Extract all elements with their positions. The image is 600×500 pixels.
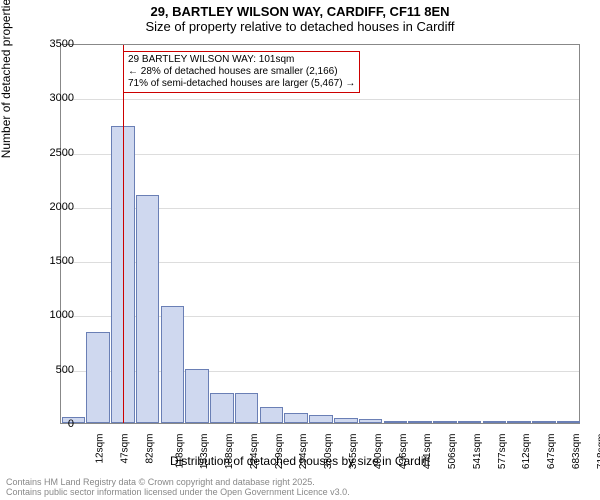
y-tick-label: 1500 — [34, 255, 74, 267]
histogram-bar — [284, 413, 308, 423]
x-tick-label: 612sqm — [521, 434, 532, 470]
histogram-bar — [161, 306, 185, 423]
histogram-bar — [557, 421, 581, 423]
annotation-line: 29 BARTLEY WILSON WAY: 101sqm — [128, 54, 355, 66]
y-tick-label: 3500 — [34, 38, 74, 50]
property-marker-line — [123, 45, 124, 423]
gridline — [61, 99, 579, 100]
x-tick-label: 153sqm — [200, 434, 211, 470]
x-tick-label: 577sqm — [497, 434, 508, 470]
annotation-line: ← 28% of detached houses are smaller (2,… — [128, 66, 355, 78]
x-tick-label: 506sqm — [447, 434, 458, 470]
x-tick-label: 118sqm — [174, 434, 185, 469]
gridline — [61, 154, 579, 155]
histogram-bar — [483, 421, 507, 423]
histogram-bar — [86, 332, 110, 423]
footer-attribution: Contains HM Land Registry data © Crown c… — [6, 478, 350, 498]
histogram-bar — [210, 393, 234, 423]
title-address: 29, BARTLEY WILSON WAY, CARDIFF, CF11 8E… — [0, 4, 600, 19]
y-axis-label: Number of detached properties — [0, 0, 13, 158]
histogram-bar — [384, 421, 408, 423]
histogram-bar — [260, 407, 284, 423]
x-tick-label: 330sqm — [323, 434, 334, 470]
x-tick-label: 718sqm — [596, 434, 600, 470]
x-tick-label: 259sqm — [274, 434, 285, 470]
x-tick-label: 471sqm — [422, 434, 433, 470]
x-tick-label: 82sqm — [144, 434, 155, 464]
x-tick-label: 188sqm — [224, 434, 235, 470]
x-tick-label: 683sqm — [571, 434, 582, 470]
histogram-bar — [507, 421, 531, 423]
histogram-bar — [458, 421, 482, 423]
x-tick-label: 294sqm — [299, 434, 310, 470]
histogram-bar — [532, 421, 556, 423]
histogram-bar — [359, 419, 383, 423]
x-tick-label: 12sqm — [95, 434, 106, 464]
plot-area: 29 BARTLEY WILSON WAY: 101sqm← 28% of de… — [60, 44, 580, 424]
y-tick-label: 1000 — [34, 309, 74, 321]
footer-line2: Contains public sector information licen… — [6, 488, 350, 498]
histogram-bar — [235, 393, 259, 423]
title-subtitle: Size of property relative to detached ho… — [0, 19, 600, 34]
x-tick-label: 436sqm — [398, 434, 409, 470]
y-tick-label: 500 — [34, 364, 74, 376]
title-block: 29, BARTLEY WILSON WAY, CARDIFF, CF11 8E… — [0, 0, 600, 34]
y-tick-label: 2500 — [34, 147, 74, 159]
histogram-bar — [136, 195, 160, 423]
x-tick-label: 47sqm — [120, 434, 131, 464]
x-tick-label: 224sqm — [249, 434, 260, 470]
histogram-bar — [408, 421, 432, 423]
y-tick-label: 0 — [34, 418, 74, 430]
x-tick-label: 647sqm — [546, 434, 557, 470]
annotation-box: 29 BARTLEY WILSON WAY: 101sqm← 28% of de… — [123, 51, 360, 93]
chart-container: 29, BARTLEY WILSON WAY, CARDIFF, CF11 8E… — [0, 0, 600, 500]
histogram-bar — [309, 415, 333, 423]
x-tick-label: 541sqm — [472, 434, 483, 470]
x-tick-label: 365sqm — [348, 434, 359, 470]
histogram-bar — [334, 418, 358, 423]
annotation-line: 71% of semi-detached houses are larger (… — [128, 78, 355, 90]
y-tick-label: 2000 — [34, 201, 74, 213]
x-tick-label: 400sqm — [373, 434, 384, 470]
histogram-bar — [433, 421, 457, 423]
y-tick-label: 3000 — [34, 92, 74, 104]
histogram-bar — [185, 369, 209, 423]
